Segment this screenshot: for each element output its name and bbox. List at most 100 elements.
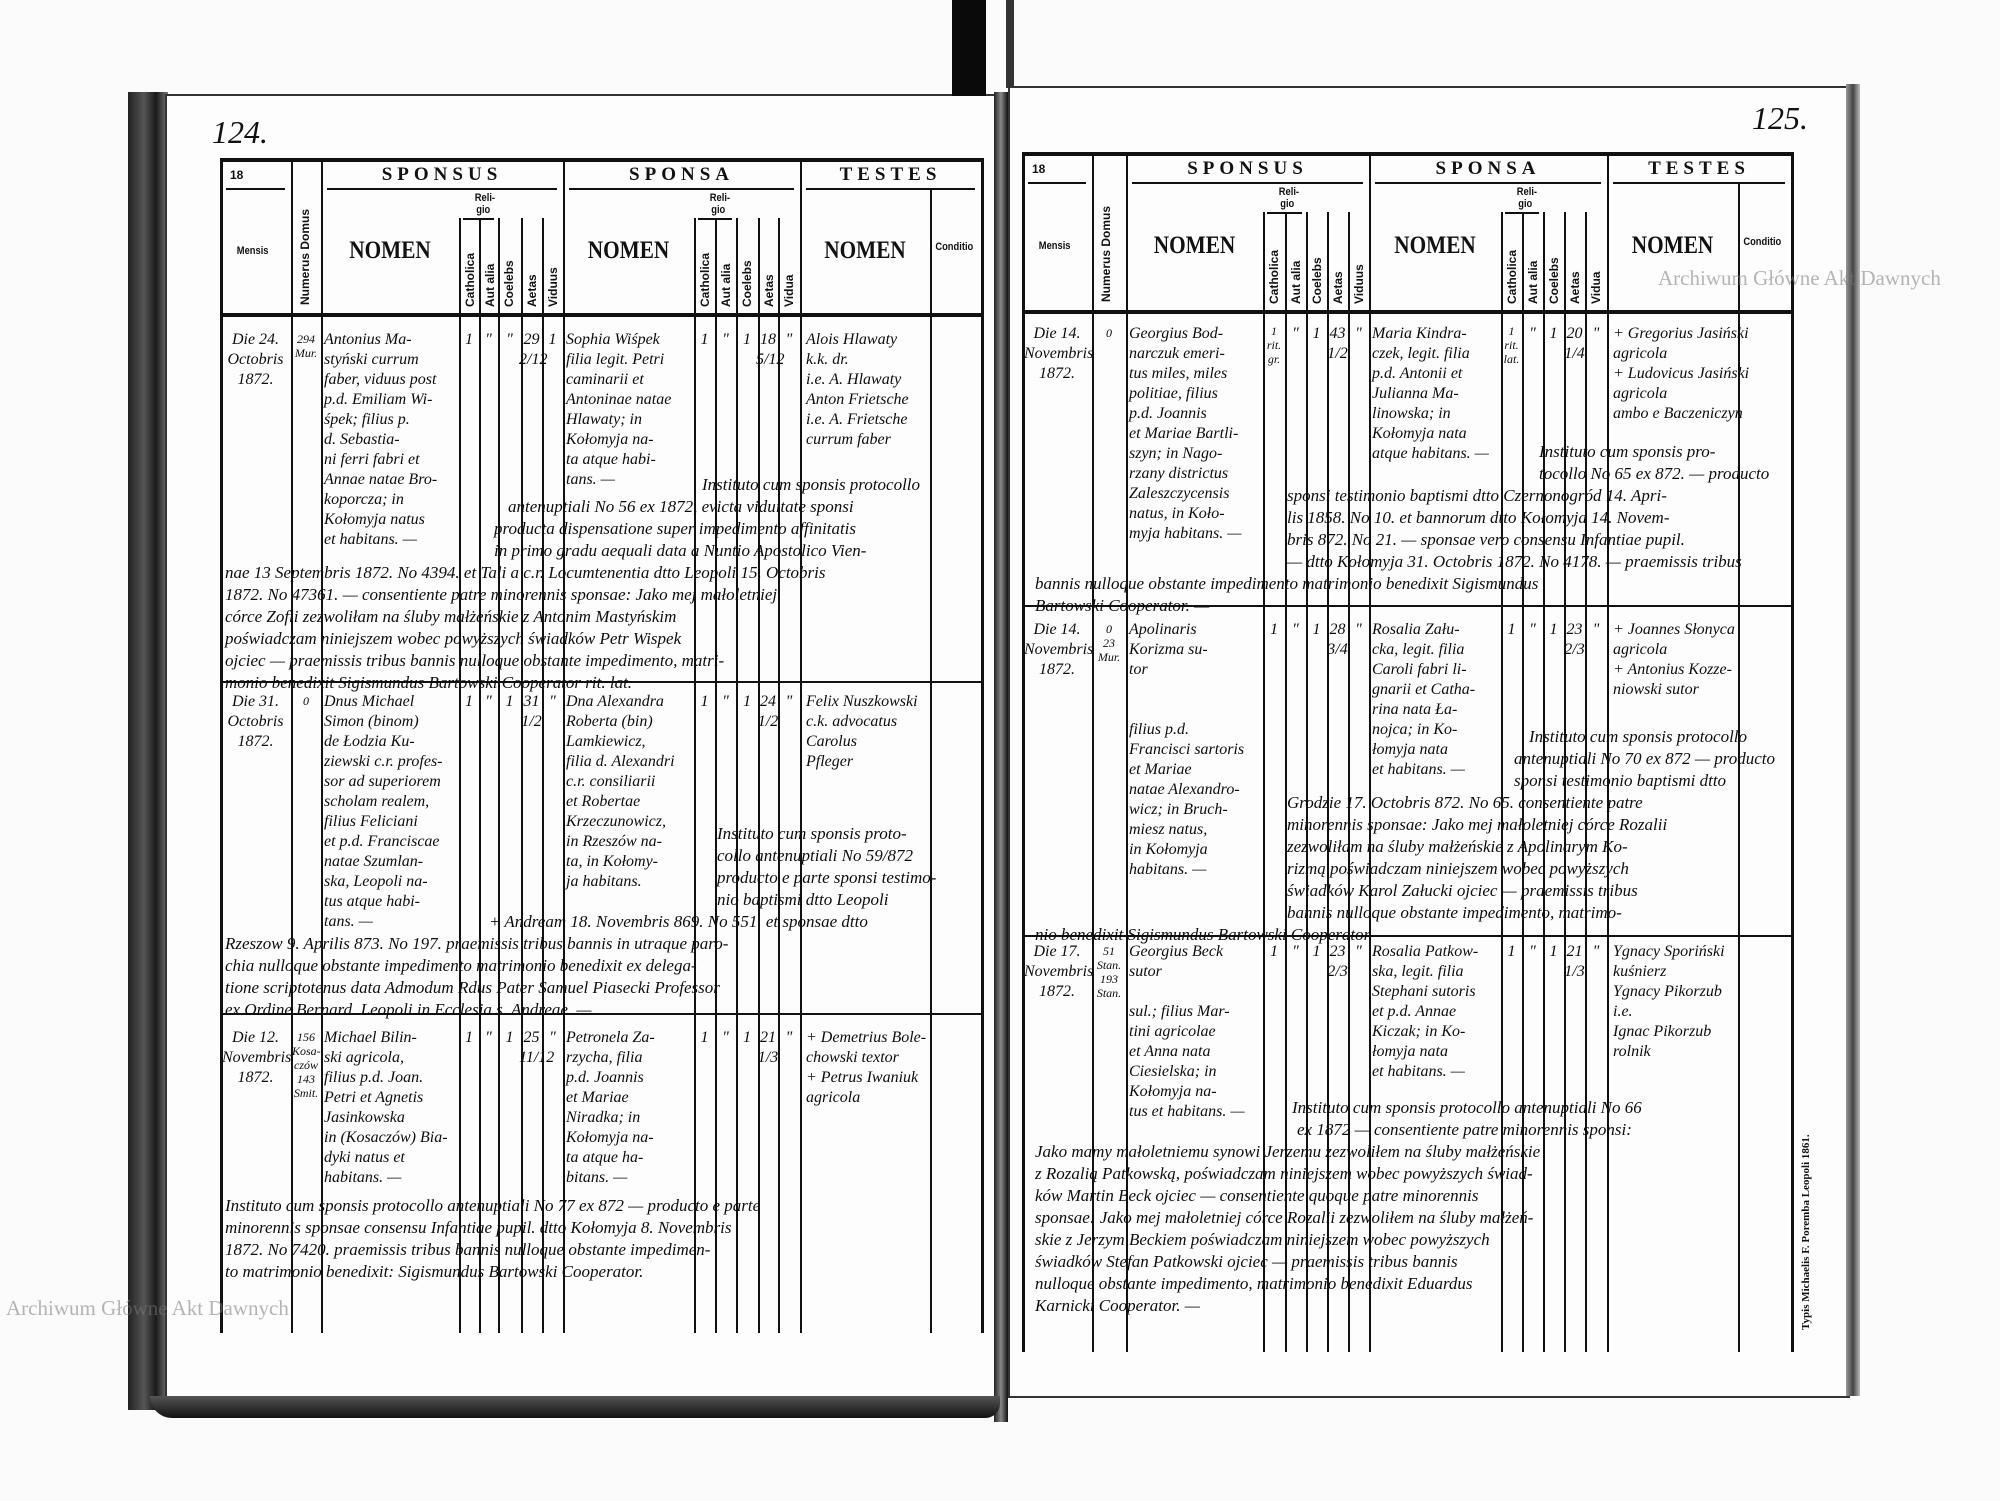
bride-widow: " <box>1592 943 1600 960</box>
entry-remarks-line: Instituto cum sponsis proto- <box>717 824 907 843</box>
groom-name: tus et habitans. — <box>1129 1103 1245 1120</box>
witnesses: ambo e Baczeniczyn <box>1613 405 1743 422</box>
bride-name: Maria Kindra- <box>1372 325 1467 342</box>
column-divider <box>321 158 323 1333</box>
bride-catholic: 1 <box>700 331 709 348</box>
witnesses: Anton Frietsche <box>806 391 909 408</box>
bride-other-religion: " <box>1529 621 1536 638</box>
entry-remarks-line: + Andream 18. Novembris 869. No 551. et … <box>489 912 868 931</box>
groom-name: p.d. Emiliam Wi- <box>324 391 433 408</box>
header-testes: TESTES <box>839 164 942 185</box>
groom-name: filius p.d. <box>1129 721 1190 738</box>
witnesses: Felix Nuszkowski <box>806 693 918 710</box>
header-catholica: Catholica <box>463 252 477 307</box>
bride-other-religion: " <box>722 331 729 348</box>
groom-other-religion: " <box>485 693 492 710</box>
bride-name: Antoninae natae <box>566 391 672 408</box>
groom-widower: " <box>549 693 556 710</box>
page-number-right: 125. <box>1752 100 1808 136</box>
bride-name: ska, legit. filia <box>1372 963 1464 980</box>
bride-age: 1/4 <box>1564 345 1585 362</box>
groom-name: et Mariae Bartli- <box>1129 425 1239 442</box>
witnesses: + Petrus Iwaniuk <box>806 1069 919 1086</box>
entry-house-number: 23 <box>1103 636 1115 650</box>
groom-bachelor: " <box>506 331 513 348</box>
groom-name: Jasinkowska <box>324 1109 405 1126</box>
groom-age: 1/2 <box>521 713 542 730</box>
header-aut-alia: Aut alia <box>483 263 497 307</box>
book-spine <box>994 92 1008 1422</box>
groom-name: Annae natae Bro- <box>324 471 438 488</box>
bride-name: Hlawaty; in <box>566 411 642 428</box>
bride-name: Caroli fabri li- <box>1372 661 1467 678</box>
entry-remarks-line: nae 13 Septembris 1872. No 4394. et Tali… <box>225 563 826 582</box>
bride-widow: " <box>1592 325 1600 342</box>
entry-date: Octobris <box>227 351 284 368</box>
entry-date: 1872. <box>237 733 274 750</box>
header-aetas: Aetas <box>762 274 776 307</box>
groom-name: tus atque habi- <box>324 893 420 910</box>
groom-name: Georgius Bod- <box>1129 325 1224 342</box>
witnesses: currum faber <box>806 431 891 448</box>
religio-underline <box>698 218 732 220</box>
page-number-left: 124. <box>212 114 268 150</box>
bride-other-religion: " <box>1529 325 1536 342</box>
groom-name: Petri et Agnetis <box>324 1089 424 1106</box>
witnesses: Pfleger <box>806 753 854 770</box>
witnesses: agricola <box>1613 641 1668 658</box>
entry-remarks-line: Instituto cum sponsis protocollo <box>702 475 921 494</box>
bride-name: Petronela Za- <box>566 1029 655 1046</box>
column-divider <box>498 218 500 1333</box>
groom-age: 2/3 <box>1327 963 1348 980</box>
header-bottom-border <box>1022 310 1791 314</box>
groom-other-religion: " <box>1292 943 1299 960</box>
column-divider <box>1738 182 1740 1352</box>
witnesses: + Gregorius Jasiński <box>1613 325 1749 342</box>
bride-other-religion: " <box>1529 943 1536 960</box>
witnesses: agricola <box>1613 345 1668 362</box>
entry-remarks-line: nulloque obstante impedimento, matrimoni… <box>1035 1274 1473 1293</box>
groom-name: Michael Bilin- <box>324 1029 417 1046</box>
entry-date: Die 12. <box>231 1029 280 1046</box>
groom-other-religion: " <box>485 331 492 348</box>
groom-age: 28 <box>1329 621 1346 638</box>
groom-name: politiae, filius <box>1129 385 1218 402</box>
entry-house-number: Kosa- <box>292 1044 321 1058</box>
header-coelebs: Coelebs <box>740 260 754 307</box>
column-divider <box>1522 212 1524 1352</box>
header-aut-alia: Aut alia <box>719 263 733 307</box>
bride-name: cka, legit. filia <box>1372 641 1465 658</box>
groom-name: myja habitans. — <box>1129 525 1242 542</box>
bride-name: rina nata Ła- <box>1372 701 1458 718</box>
groom-age: 31 <box>523 693 540 710</box>
header-aetas: Aetas <box>1331 271 1345 304</box>
column-divider <box>1607 152 1609 1352</box>
bride-name: Sophia Wiśpek <box>566 331 660 348</box>
bride-name: linowska; in <box>1372 405 1451 422</box>
bride-catholic: rit. <box>1504 338 1519 352</box>
bride-catholic: 1 <box>1508 324 1515 338</box>
entry-remarks-line: rizmą poświadczam niniejszem wobec powyż… <box>1287 859 1629 878</box>
bride-spinster: 1 <box>743 1029 751 1046</box>
book-edge-left <box>128 92 168 1410</box>
entry-remarks-line: antenuptiali No 56 ex 1872, evicta vidui… <box>508 497 854 516</box>
entry-remarks-line: Instituto cum sponsis protocollo antenup… <box>225 1196 761 1215</box>
header-numerus-domus: Numerus Domus <box>298 208 312 305</box>
table-right-border <box>1791 152 1794 1352</box>
entry-remarks-line: 1872. No 7420. praemissis tribus bannis … <box>225 1240 711 1259</box>
column-divider <box>1348 212 1350 1352</box>
header-mensis: Mensis <box>236 244 269 257</box>
header-catholica: Catholica <box>698 252 712 307</box>
bride-widow: " <box>785 331 793 348</box>
bride-spinster: 1 <box>1549 325 1558 342</box>
groom-catholic: gr. <box>1267 352 1281 366</box>
groom-name: śpek; filius p. <box>324 411 410 428</box>
bride-name: c.r. consiliarii <box>566 773 656 790</box>
groom-age: 43 <box>1329 325 1346 342</box>
bride-age: 20 <box>1566 325 1583 342</box>
bride-catholic: 1 <box>700 1029 709 1046</box>
header-viduus: Viduus <box>546 267 560 307</box>
groom-widower: 1 <box>548 331 557 348</box>
header-sponsus: SPONSUS <box>381 164 503 185</box>
entry-remarks-line: minorennis sponsae consensu Infantiae pu… <box>225 1218 732 1237</box>
